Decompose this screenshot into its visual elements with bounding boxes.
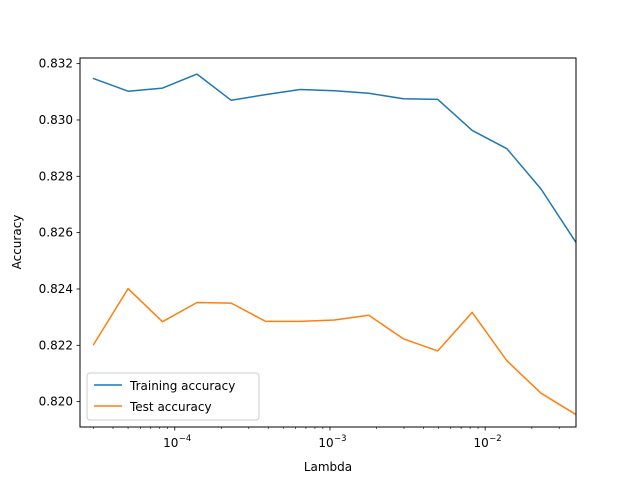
x-axis-label: Lambda <box>304 460 352 474</box>
y-tick-label: 0.832 <box>39 57 73 71</box>
x-tick-exponent: −4 <box>179 434 192 444</box>
plot-series <box>92 73 577 416</box>
legend-label-test: Test accuracy <box>129 400 212 414</box>
plot-frame <box>79 57 577 428</box>
x-tick-label: 10 <box>474 436 489 450</box>
series-line-test <box>92 287 577 416</box>
y-tick-label: 0.822 <box>39 338 73 352</box>
legend-label-training: Training accuracy <box>129 379 235 393</box>
y-axis-label: Accuracy <box>10 215 24 270</box>
legend: Training accuracy Test accuracy <box>86 372 260 421</box>
legend-box <box>86 372 260 421</box>
x-tick-label: 10 <box>163 436 178 450</box>
y-tick-label: 0.826 <box>39 226 73 240</box>
y-axis: 0.820 0.822 0.824 0.826 0.828 0.830 0.832 <box>39 57 80 409</box>
series-line-training <box>92 73 577 243</box>
x-tick-exponent: −2 <box>489 434 502 444</box>
y-tick-label: 0.820 <box>39 395 73 409</box>
y-tick-label: 0.830 <box>39 113 73 127</box>
y-tick-label: 0.824 <box>39 282 73 296</box>
x-tick-exponent: −3 <box>334 434 347 444</box>
x-tick-label: 10 <box>318 436 333 450</box>
y-tick-label: 0.828 <box>39 169 73 183</box>
